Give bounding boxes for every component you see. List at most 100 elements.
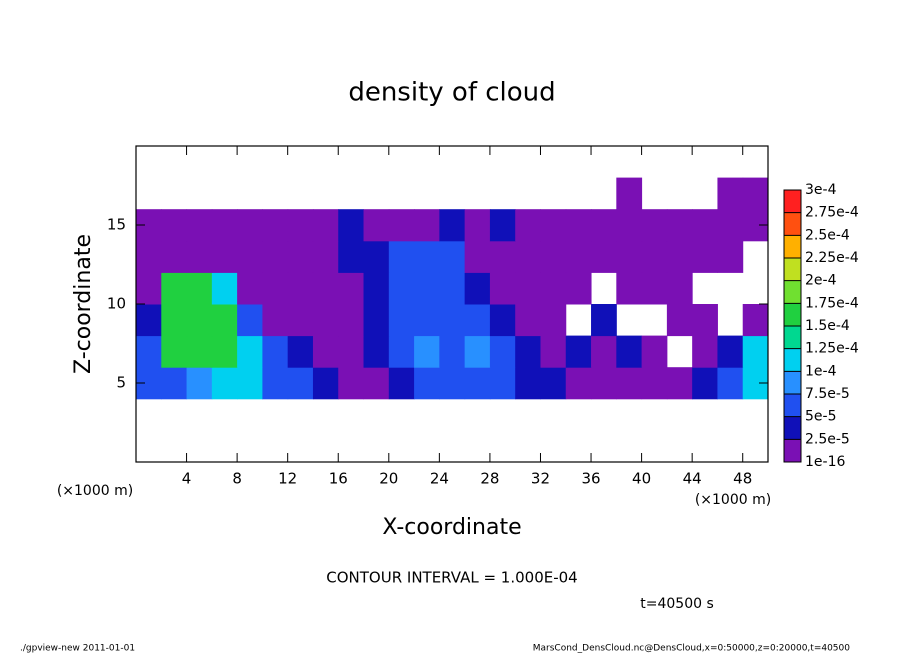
field-cell: [464, 304, 491, 337]
field-cell: [237, 209, 263, 242]
colorbar-swatch: [784, 416, 801, 440]
colorbar-label: 3e-4: [805, 182, 837, 198]
field-cell: [414, 335, 440, 368]
field-cell: [388, 335, 415, 368]
field-cell: [717, 177, 744, 210]
field-cell: [136, 272, 162, 305]
field-cell: [439, 240, 466, 273]
field-cell: [464, 272, 491, 305]
colorbar-label: 1.25e-4: [805, 341, 859, 357]
field-cell: [312, 335, 339, 368]
field-cell: [591, 304, 617, 337]
field-cell: [515, 240, 541, 273]
field-cell: [312, 367, 339, 400]
field-cell: [211, 335, 238, 368]
field-cell: [414, 367, 440, 400]
y-unit: (×1000 m): [57, 483, 133, 499]
field-cell: [540, 240, 567, 273]
field-cell: [591, 367, 617, 400]
field-cell: [540, 335, 567, 368]
field-cell: [641, 209, 668, 242]
field-cell: [439, 272, 466, 305]
field-cell: [540, 209, 567, 242]
field-cell: [136, 304, 162, 337]
y-tick-label: 10: [107, 295, 126, 313]
field-cell: [414, 304, 440, 337]
field-cell: [237, 240, 263, 273]
field-cell: [489, 240, 516, 273]
y-axis-label: Z-coordinate: [71, 234, 96, 374]
field-cell: [717, 335, 744, 368]
field-cell: [591, 209, 617, 242]
field-cell: [338, 335, 365, 368]
colorbar-label: 1.5e-4: [805, 318, 850, 334]
field-cell: [641, 335, 668, 368]
field-cell: [136, 335, 162, 368]
field-cell: [161, 209, 188, 242]
field-cell: [464, 209, 491, 242]
field-cell: [692, 209, 718, 242]
x-tick-label: 36: [581, 470, 600, 488]
field-cell: [161, 304, 188, 337]
field-cell: [388, 304, 415, 337]
field-cell: [312, 209, 339, 242]
field-cell: [211, 209, 238, 242]
field-cell: [262, 367, 289, 400]
field-cell: [414, 240, 440, 273]
field-cell: [515, 335, 541, 368]
field-cell: [692, 240, 718, 273]
colorbar-swatch: [784, 348, 801, 372]
field-cell: [489, 209, 516, 242]
field-cell: [464, 335, 491, 368]
field-cell: [464, 240, 491, 273]
field-cell: [262, 304, 289, 337]
field-cell: [186, 367, 213, 400]
field-cell: [666, 367, 693, 400]
field-cell: [616, 209, 643, 242]
colorbar-swatch: [784, 439, 801, 462]
field-cell: [692, 304, 718, 337]
field-cell: [565, 335, 592, 368]
x-tick-label: 4: [182, 470, 192, 488]
field-cell: [161, 335, 188, 368]
field-cell: [388, 240, 415, 273]
field-cell: [161, 367, 188, 400]
field-cell: [338, 240, 365, 273]
field-cell: [186, 272, 213, 305]
field-cell: [211, 272, 238, 305]
colorbar-swatch: [784, 303, 801, 326]
field-cell: [717, 240, 744, 273]
colorbar-label: 1e-16: [805, 454, 845, 470]
field-cell: [262, 335, 289, 368]
field-cell: [692, 335, 718, 368]
field-cell: [287, 367, 314, 400]
field-cell: [489, 335, 516, 368]
x-tick-label: 40: [632, 470, 651, 488]
colorbar-label: 2e-4: [805, 273, 837, 289]
x-tick-label: 28: [480, 470, 499, 488]
field-cell: [312, 272, 339, 305]
x-tick-label: 24: [430, 470, 449, 488]
field-cell: [742, 335, 769, 368]
x-unit: (×1000 m): [695, 492, 771, 508]
x-tick-label: 8: [232, 470, 242, 488]
field-cell: [489, 304, 516, 337]
field-cell: [439, 335, 466, 368]
field-cell: [489, 272, 516, 305]
x-tick-label: 48: [733, 470, 752, 488]
field-cell: [161, 240, 188, 273]
field-cell: [540, 367, 567, 400]
field-cell: [565, 272, 592, 305]
chart-title: density of cloud: [348, 78, 555, 108]
field-cell: [186, 209, 213, 242]
field-cell: [591, 335, 617, 368]
field-cell: [616, 272, 643, 305]
colorbar-swatch: [784, 394, 801, 417]
field-cell: [515, 209, 541, 242]
field-cell: [312, 304, 339, 337]
field-cell: [388, 209, 415, 242]
field-cell: [439, 367, 466, 400]
colorbar-swatch: [784, 280, 801, 304]
colorbar-label: 2.75e-4: [805, 205, 859, 221]
